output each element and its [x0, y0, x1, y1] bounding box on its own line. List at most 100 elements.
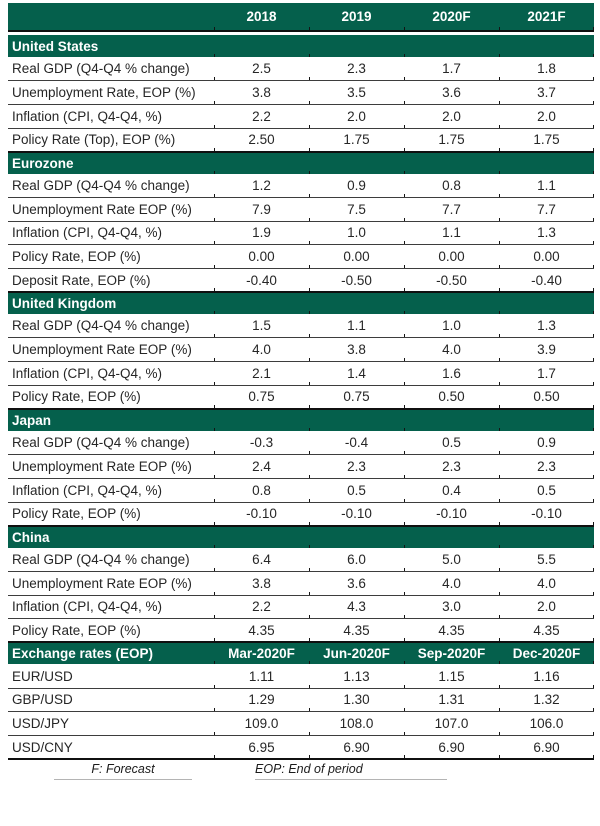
row-label: Real GDP (Q4-Q4 % change)	[8, 430, 214, 456]
spacer-cell	[8, 31, 594, 35]
value-cell: 6.90	[404, 735, 499, 761]
value-cell: 2.0	[404, 104, 499, 129]
value-cell: 5.0	[404, 547, 499, 572]
row-label: USD/CNY	[8, 735, 214, 761]
value-cell: 1.75	[309, 128, 404, 153]
section-filler-cell	[309, 291, 404, 315]
value-cell: 1.8	[499, 57, 594, 82]
section-filler-cell	[499, 35, 594, 57]
row-label: Inflation (CPI, Q4-Q4, %)	[8, 221, 214, 246]
value-cell: 2.2	[214, 595, 309, 620]
value-cell: 4.0	[404, 571, 499, 596]
section-title: Exchange rates (EOP)	[8, 641, 214, 665]
row-label: Unemployment Rate EOP (%)	[8, 571, 214, 596]
section-title: United States	[8, 35, 214, 57]
row-label: Policy Rate, EOP (%)	[8, 244, 214, 269]
value-cell: 2.0	[499, 104, 594, 129]
table-row: Inflation (CPI, Q4-Q4, %) 2.1 1.4 1.6 1.…	[8, 361, 594, 386]
row-label: USD/JPY	[8, 711, 214, 736]
value-cell: 108.0	[309, 711, 404, 736]
section-header-exchange-rates: Exchange rates (EOP) Mar-2020F Jun-2020F…	[8, 641, 594, 665]
row-label: Policy Rate (Top), EOP (%)	[8, 128, 214, 153]
row-label: GBP/USD	[8, 688, 214, 713]
table-row: Policy Rate, EOP (%) 0.75 0.75 0.50 0.50	[8, 385, 594, 410]
value-cell: 2.3	[404, 454, 499, 479]
section-title: China	[8, 524, 214, 548]
table-row: Policy Rate, EOP (%) -0.10 -0.10 -0.10 -…	[8, 502, 594, 527]
value-cell: 3.7	[499, 80, 594, 105]
table-row: Real GDP (Q4-Q4 % change) 1.2 0.9 0.8 1.…	[8, 173, 594, 198]
section-filler-cell	[499, 407, 594, 431]
section-filler-cell	[214, 407, 309, 431]
section-header-japan: Japan	[8, 407, 594, 431]
value-cell: 2.3	[309, 57, 404, 82]
quarter-header: Mar-2020F	[214, 641, 309, 665]
section-filler-cell	[309, 150, 404, 174]
value-cell: 6.0	[309, 547, 404, 572]
row-label: Policy Rate, EOP (%)	[8, 618, 214, 643]
section-title: Japan	[8, 407, 214, 431]
value-cell: -0.10	[309, 502, 404, 527]
value-cell: -0.3	[214, 430, 309, 456]
year-header-row: 2018 2019 2020F 2021F	[8, 3, 594, 32]
value-cell: 3.0	[404, 595, 499, 620]
value-cell: -0.50	[309, 268, 404, 293]
value-cell: 2.50	[214, 128, 309, 153]
value-cell: 0.50	[404, 385, 499, 410]
value-cell: -0.40	[499, 268, 594, 293]
row-label: Real GDP (Q4-Q4 % change)	[8, 173, 214, 198]
value-cell: -0.50	[404, 268, 499, 293]
value-cell: -0.10	[404, 502, 499, 527]
value-cell: 0.8	[404, 173, 499, 198]
value-cell: 1.15	[404, 664, 499, 689]
value-cell: 1.75	[499, 128, 594, 153]
value-cell: 4.0	[214, 337, 309, 363]
value-cell: 107.0	[404, 711, 499, 736]
value-cell: 1.3	[499, 314, 594, 339]
value-cell: 106.0	[499, 711, 594, 736]
value-cell: 5.5	[499, 547, 594, 572]
row-label: Deposit Rate, EOP (%)	[8, 268, 214, 293]
footnote-eop: EOP: End of period	[255, 762, 447, 781]
value-cell: 0.00	[214, 244, 309, 269]
value-cell: 2.3	[499, 454, 594, 479]
quarter-header: Jun-2020F	[309, 641, 404, 665]
row-label: Unemployment Rate EOP (%)	[8, 197, 214, 222]
value-cell: -0.4	[309, 430, 404, 456]
value-cell: 0.75	[214, 385, 309, 410]
year-header: 2018	[214, 3, 309, 32]
value-cell: 4.35	[404, 618, 499, 643]
value-cell: 7.5	[309, 197, 404, 222]
value-cell: 6.4	[214, 547, 309, 572]
value-cell: 1.7	[404, 57, 499, 82]
table-row: Real GDP (Q4-Q4 % change) -0.3 -0.4 0.5 …	[8, 430, 594, 456]
value-cell: -0.10	[499, 502, 594, 527]
table-row: Unemployment Rate EOP (%) 3.8 3.6 4.0 4.…	[8, 571, 594, 596]
value-cell: 0.4	[404, 478, 499, 503]
value-cell: 1.0	[309, 221, 404, 246]
value-cell: 2.4	[214, 454, 309, 479]
section-title: United Kingdom	[8, 291, 214, 315]
table-row: Unemployment Rate EOP (%) 7.9 7.5 7.7 7.…	[8, 197, 594, 222]
table-row: Inflation (CPI, Q4-Q4, %) 0.8 0.5 0.4 0.…	[8, 478, 594, 503]
value-cell: 1.1	[404, 221, 499, 246]
value-cell: 4.35	[309, 618, 404, 643]
row-label: Unemployment Rate, EOP (%)	[8, 80, 214, 105]
year-header: 2021F	[499, 3, 594, 32]
table-row: Policy Rate, EOP (%) 4.35 4.35 4.35 4.35	[8, 618, 594, 643]
value-cell: 0.00	[499, 244, 594, 269]
value-cell: 4.35	[499, 618, 594, 643]
value-cell: 1.0	[404, 314, 499, 339]
value-cell: -0.10	[214, 502, 309, 527]
row-label: EUR/USD	[8, 664, 214, 689]
quarter-header: Sep-2020F	[404, 641, 499, 665]
row-label: Inflation (CPI, Q4-Q4, %)	[8, 478, 214, 503]
table-row: Unemployment Rate EOP (%) 4.0 3.8 4.0 3.…	[8, 337, 594, 363]
table-row: Unemployment Rate, EOP (%) 3.8 3.5 3.6 3…	[8, 80, 594, 105]
year-header: 2019	[309, 3, 404, 32]
value-cell: 1.75	[404, 128, 499, 153]
section-filler-cell	[404, 407, 499, 431]
section-header-china: China	[8, 524, 594, 548]
value-cell: 1.29	[214, 688, 309, 713]
